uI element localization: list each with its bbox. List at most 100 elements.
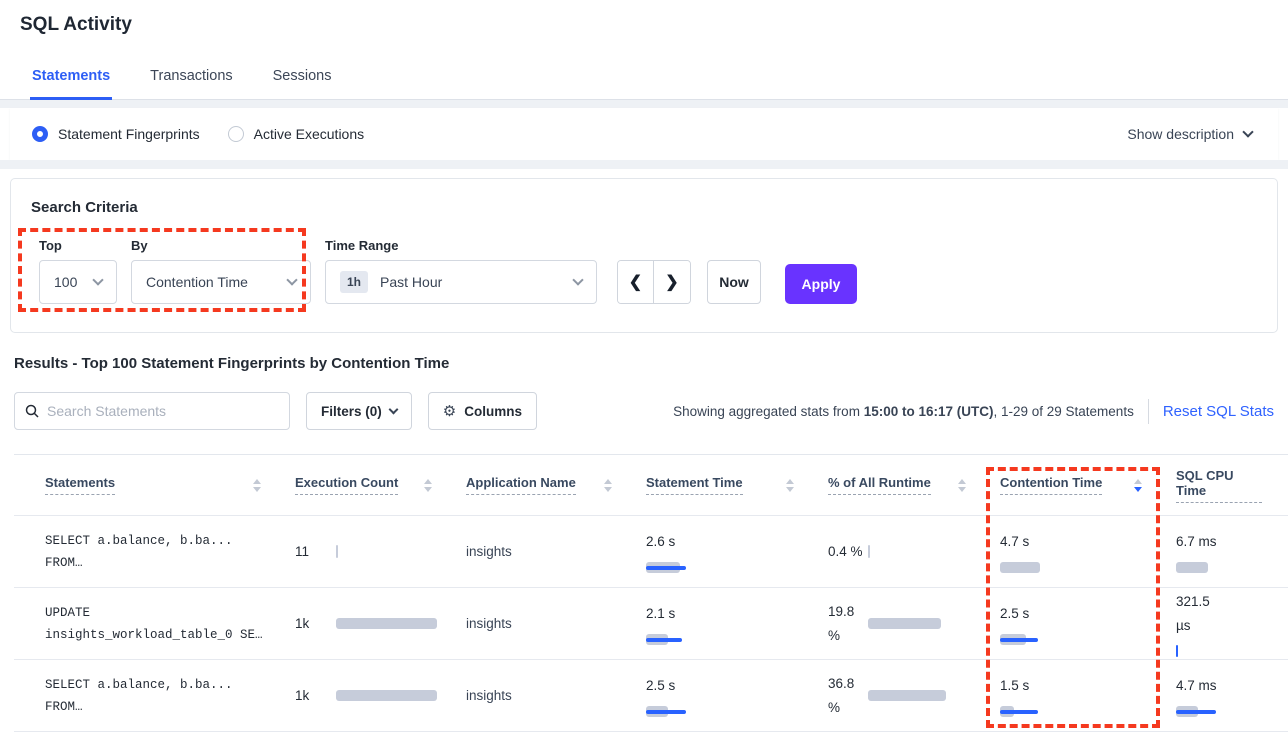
time-range-badge: 1h [340, 271, 369, 293]
time-step-group: ❮ ❯ [617, 260, 691, 304]
prev-time-button[interactable]: ❮ [618, 261, 654, 303]
pct-runtime-bar [868, 545, 968, 558]
table-row[interactable]: SELECT a.balance, b.ba... FROM… 11 insig… [14, 516, 1288, 588]
pct-runtime-cell: 0.4 % [828, 540, 1000, 564]
table-row[interactable]: SELECT a.balance, b.ba... FROM… 1k insig… [14, 660, 1288, 732]
column-header-statement-time[interactable]: Statement Time [646, 475, 828, 495]
apply-button[interactable]: Apply [785, 264, 857, 304]
statement-time-bar [646, 561, 746, 574]
chevron-down-icon [286, 274, 298, 286]
time-range-label: Time Range [325, 238, 399, 253]
sort-icon[interactable] [424, 478, 432, 492]
time-range-select[interactable]: 1h Past Hour [325, 260, 597, 304]
chevron-down-icon [572, 274, 584, 286]
statement-time-cell: 2.1 s [646, 602, 828, 646]
page-title: SQL Activity [20, 14, 132, 35]
by-field: By Contention Time [131, 238, 325, 304]
time-range-field: Time Range 1h Past Hour [325, 238, 597, 304]
top-field: Top 100 [39, 238, 117, 304]
filters-button[interactable]: Filters (0) [306, 392, 412, 430]
radio-unselected-icon[interactable] [227, 126, 244, 142]
radio-label: Active Executions [253, 126, 365, 142]
sort-icon[interactable] [253, 478, 261, 492]
column-header-execution-count[interactable]: Execution Count [295, 475, 466, 495]
sql-cpu-time-bar [1176, 705, 1276, 718]
column-header-sql-cpu-time[interactable]: SQL CPU Time [1176, 468, 1288, 503]
search-statements-input[interactable] [47, 403, 279, 419]
column-header-statements[interactable]: Statements [45, 475, 295, 495]
chevron-down-icon [388, 404, 399, 415]
application-name-cell: insights [466, 544, 512, 559]
section-gap [0, 100, 1288, 108]
contention-time-bar [1000, 705, 1100, 718]
sort-icon[interactable] [958, 478, 966, 492]
execution-count-bar [336, 689, 437, 702]
time-range-value: Past Hour [380, 274, 443, 290]
by-select-value: Contention Time [146, 274, 248, 290]
sort-icon[interactable] [604, 478, 612, 492]
search-criteria-heading: Search Criteria [31, 199, 138, 216]
contention-time-bar [1000, 633, 1100, 646]
by-label: By [131, 238, 148, 253]
statement-time-cell: 2.5 s [646, 674, 828, 718]
execution-count-bar [336, 545, 436, 558]
top-label: Top [39, 238, 62, 253]
statement-fingerprint-link[interactable]: UPDATE insights_workload_table_0 SE… [45, 605, 263, 642]
chevron-down-icon [1242, 126, 1254, 138]
page-header: SQL Activity Statements Transactions Ses… [0, 0, 1288, 100]
sql-cpu-time-cell: 4.7 ms [1176, 674, 1288, 718]
search-criteria-card: Search Criteria Top 100 By Contention Ti… [10, 178, 1278, 333]
search-icon [25, 404, 39, 418]
sort-icon[interactable] [786, 478, 794, 492]
view-toggle-bar: Statement Fingerprints Active Executions… [10, 108, 1278, 160]
showing-stats-text: Showing aggregated stats from 15:00 to 1… [673, 403, 1134, 419]
columns-label: Columns [464, 403, 522, 419]
pct-runtime-cell: 36.8 % [828, 672, 1000, 720]
column-header-application-name[interactable]: Application Name [466, 475, 646, 495]
toolbar-right: Showing aggregated stats from 15:00 to 1… [673, 398, 1274, 424]
pct-runtime-cell: 19.8 % [828, 600, 1000, 648]
reset-sql-stats-link[interactable]: Reset SQL Stats [1147, 398, 1274, 424]
statement-fingerprint-link[interactable]: SELECT a.balance, b.ba... FROM… [45, 677, 233, 714]
pct-runtime-bar [868, 689, 968, 702]
tab-statements[interactable]: Statements [30, 58, 113, 100]
tab-transactions[interactable]: Transactions [150, 68, 233, 84]
column-header-contention-time[interactable]: Contention Time [1000, 475, 1176, 495]
search-criteria-controls: Top 100 By Contention Time Time Range 1h… [31, 238, 1257, 304]
show-description-label: Show description [1127, 126, 1234, 142]
results-toolbar: Filters (0) ⚙ Columns Showing aggregated… [14, 392, 1274, 430]
table-row[interactable]: UPDATE insights_workload_table_0 SE… 1k … [14, 588, 1288, 660]
sort-icon-active-desc[interactable] [1134, 478, 1142, 492]
statement-time-cell: 2.6 s [646, 530, 828, 574]
search-statements-box [14, 392, 290, 430]
application-name-cell: insights [466, 616, 512, 631]
execution-count-bar [336, 617, 437, 630]
show-description-toggle[interactable]: Show description [1127, 126, 1254, 142]
application-name-cell: insights [466, 688, 512, 703]
contention-time-bar [1000, 561, 1100, 574]
gear-icon: ⚙ [442, 403, 457, 420]
tab-sessions[interactable]: Sessions [272, 68, 332, 84]
filters-label: Filters (0) [321, 403, 382, 419]
by-select[interactable]: Contention Time [131, 260, 311, 304]
top-select[interactable]: 100 [39, 260, 117, 304]
chevron-down-icon [92, 274, 104, 286]
next-time-button[interactable]: ❯ [654, 261, 690, 303]
radio-label: Statement Fingerprints [58, 126, 200, 142]
sql-cpu-time-cell: 6.7 ms [1176, 530, 1288, 574]
columns-button[interactable]: ⚙ Columns [427, 392, 537, 430]
statement-fingerprint-link[interactable]: SELECT a.balance, b.ba... FROM… [45, 533, 233, 570]
contention-time-cell: 1.5 s [1000, 674, 1176, 718]
results-heading: Results - Top 100 Statement Fingerprints… [14, 355, 450, 372]
pct-runtime-bar [868, 617, 968, 630]
time-actions: ❮ ❯ Now Apply [597, 238, 857, 304]
section-gap [0, 160, 1288, 169]
contention-time-cell: 2.5 s [1000, 602, 1176, 646]
radio-statement-fingerprints[interactable]: Statement Fingerprints [32, 126, 200, 142]
now-button[interactable]: Now [707, 260, 761, 304]
execution-count-cell: 11 [295, 544, 466, 559]
radio-selected-icon[interactable] [32, 126, 48, 142]
statements-table: Statements Execution Count Application N… [14, 454, 1288, 732]
column-header-pct-runtime[interactable]: % of All Runtime [828, 475, 1000, 495]
radio-active-executions[interactable]: Active Executions [227, 126, 365, 142]
